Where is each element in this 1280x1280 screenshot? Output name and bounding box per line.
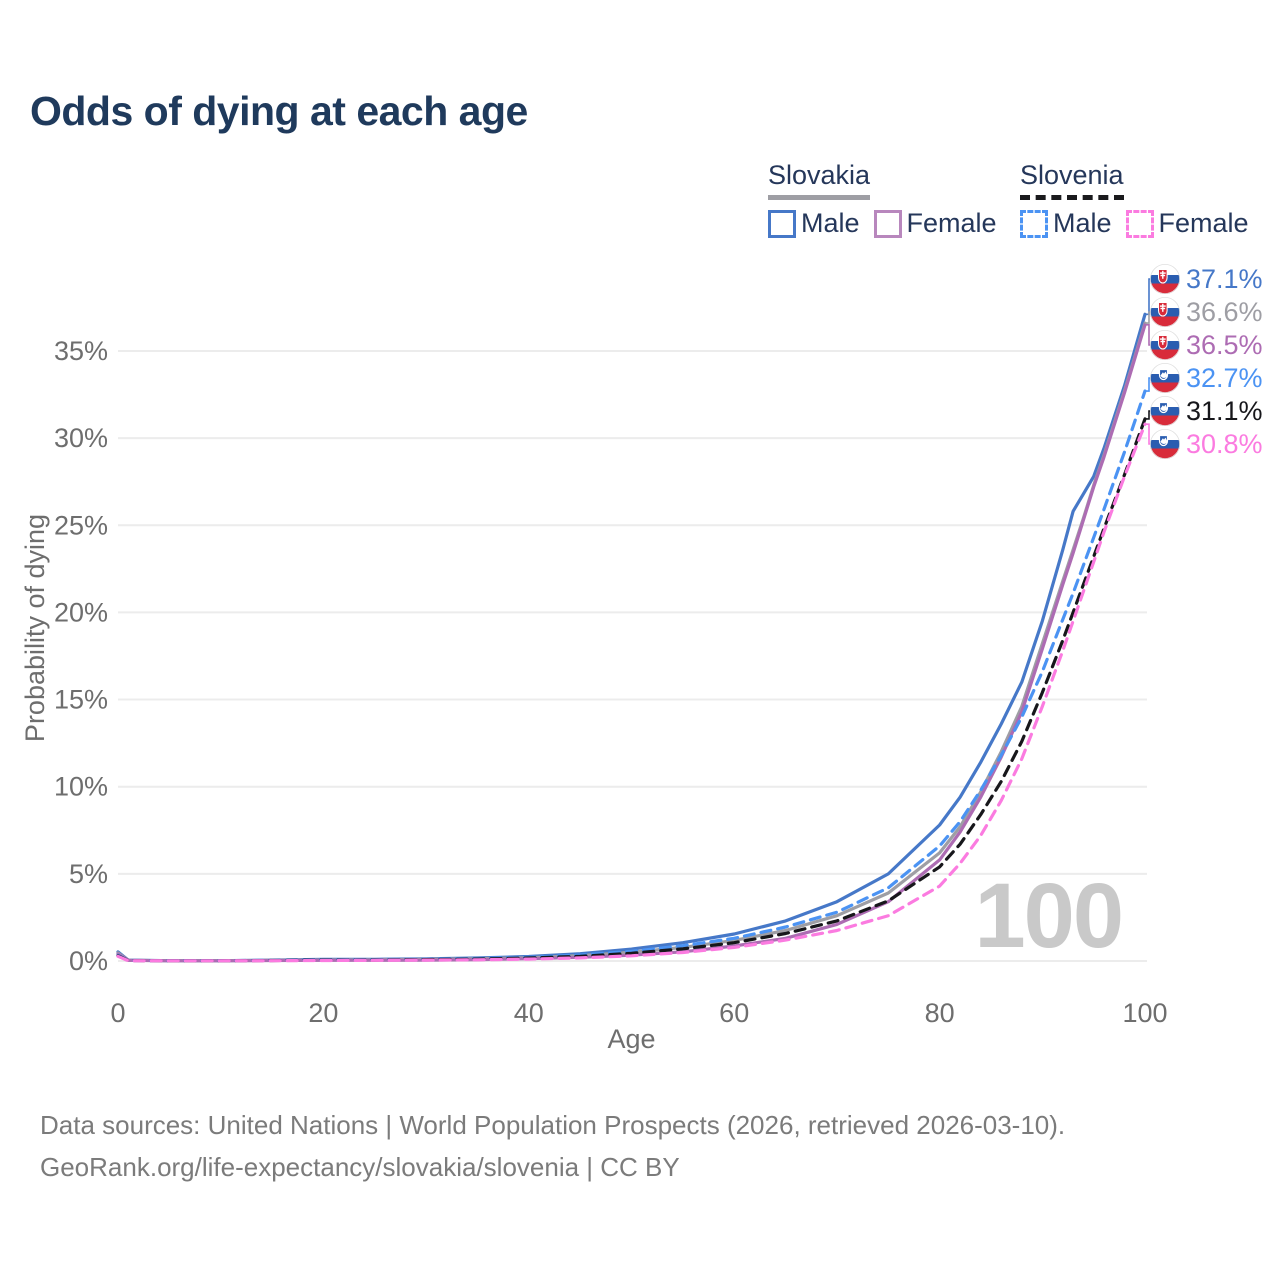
legend-label: Female <box>1158 208 1249 238</box>
x-tick-label: 0 <box>110 998 125 1028</box>
end-label-row-slovenia-male: 32.7% <box>1150 363 1263 393</box>
page-title: Odds of dying at each age <box>30 88 528 134</box>
y-tick-label: 25% <box>54 510 108 540</box>
x-tick-label: 20 <box>308 998 338 1028</box>
slovenia-flag-icon <box>1150 429 1180 459</box>
legend-item-slovenia-male[interactable]: Male <box>1020 208 1112 239</box>
series-line-slovakia-male[interactable] <box>116 312 1147 963</box>
slovakia-flag-icon <box>1150 297 1180 327</box>
end-label-row-slovakia-female: 36.5% <box>1150 330 1263 360</box>
end-label-row-slovakia-total: 36.6% <box>1150 297 1263 327</box>
legend-items-slovakia: Male Female <box>768 208 997 239</box>
y-axis-title: Probability of dying <box>20 514 50 742</box>
legend-country-slovenia[interactable]: Slovenia <box>1020 160 1124 200</box>
legend-label: Male <box>801 208 860 238</box>
end-label-value-slovenia-female: 30.8% <box>1186 428 1263 459</box>
series-line-slovenia-female[interactable] <box>116 422 1147 963</box>
legend-item-slovakia-female[interactable]: Female <box>873 208 997 239</box>
y-tick-label: 20% <box>54 597 108 627</box>
legend-items-slovenia: Male Female <box>1020 208 1249 239</box>
y-tick-label: 0% <box>69 946 108 976</box>
end-label-value-slovenia-total: 31.1% <box>1186 395 1263 426</box>
footer-attribution: GeoRank.org/life-expectancy/slovakia/slo… <box>40 1152 680 1182</box>
legend: Slovakia Male Female Slovenia Male <box>0 160 1280 240</box>
slovenia-flag-icon <box>1150 363 1180 393</box>
y-tick-label: 15% <box>54 685 108 715</box>
end-label-value-slovakia-female: 36.5% <box>1186 329 1263 360</box>
legend-label: Male <box>1053 208 1112 238</box>
age-watermark: 100 <box>975 865 1123 967</box>
end-label-row-slovenia-female: 30.8% <box>1150 429 1263 459</box>
slovakia-flag-icon <box>1150 264 1180 294</box>
legend-label: Female <box>906 208 997 238</box>
legend-item-slovakia-male[interactable]: Male <box>768 208 860 239</box>
footer-data-sources: Data sources: United Nations | World Pop… <box>40 1110 1066 1140</box>
slovakia-female-swatch <box>873 209 902 238</box>
end-label-value-slovakia-male: 37.1% <box>1186 263 1263 294</box>
legend-item-slovenia-female[interactable]: Female <box>1125 208 1249 239</box>
end-label-value-slovakia-total: 36.6% <box>1186 296 1263 327</box>
x-axis-title: Age <box>607 1024 655 1054</box>
y-tick-label: 5% <box>69 859 108 889</box>
end-label-row-slovakia-male: 37.1% <box>1150 264 1263 294</box>
x-tick-label: 40 <box>514 998 544 1028</box>
gridlines: 0% 5% 10% 15% 20% 25% 30% 35% <box>54 336 1147 976</box>
slovenia-female-swatch <box>1125 209 1154 238</box>
y-tick-label: 30% <box>54 423 108 453</box>
x-tick-label: 60 <box>719 998 749 1028</box>
slovakia-flag-icon <box>1150 330 1180 360</box>
x-tick-label: 100 <box>1122 998 1167 1028</box>
end-label-value-slovenia-male: 32.7% <box>1186 362 1263 393</box>
footer: Data sources: United Nations | World Pop… <box>40 1104 1065 1188</box>
slovenia-male-swatch <box>1020 209 1048 238</box>
x-tick-label: 80 <box>925 998 955 1028</box>
end-label-row-slovenia-total: 31.1% <box>1150 396 1263 426</box>
legend-country-slovakia[interactable]: Slovakia <box>768 160 871 200</box>
odds-of-dying-line-chart: 0% 5% 10% 15% 20% 25% 30% 35% 0 20 40 60 80 100 Age Pro… <box>20 278 1168 1054</box>
legend-group-slovakia: Slovakia Male Female <box>768 160 997 239</box>
legend-group-slovenia: Slovenia Male Female <box>1020 160 1249 239</box>
y-tick-label: 10% <box>54 772 108 802</box>
slovakia-male-swatch <box>768 209 796 238</box>
y-tick-label: 35% <box>54 336 108 366</box>
slovenia-flag-icon <box>1150 396 1180 426</box>
